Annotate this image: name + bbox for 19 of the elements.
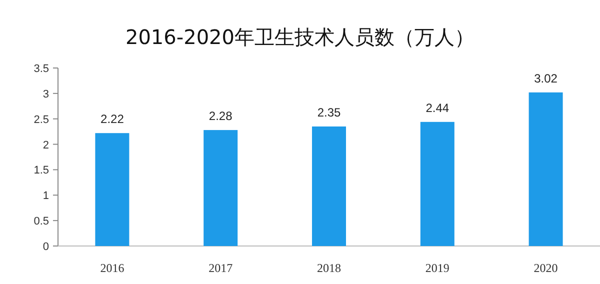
xtick: 2016 (100, 261, 124, 275)
ytick: 0.5 (34, 216, 49, 228)
data-label: 2.35 (317, 105, 341, 120)
xtick: 2018 (317, 261, 341, 275)
data-label: 2.22 (100, 112, 124, 126)
ytick: 0 (42, 241, 49, 253)
data-label: 2.44 (426, 100, 450, 115)
xtick: 2017 (208, 261, 233, 275)
data-label: 2.28 (208, 109, 232, 124)
ytick: 1.5 (34, 164, 49, 177)
xtick: 2019 (425, 261, 450, 275)
data-label: 3.02 (534, 71, 558, 86)
xtick: 2020 (534, 261, 558, 275)
ytick: 1 (42, 190, 49, 202)
title: 2016-2020年卫生技术人员数（万人） (126, 25, 474, 49)
ytick: 2 (42, 139, 49, 152)
ytick: 2.5 (34, 114, 49, 126)
ytick: 3.5 (34, 63, 49, 75)
ytick: 3 (42, 88, 49, 100)
